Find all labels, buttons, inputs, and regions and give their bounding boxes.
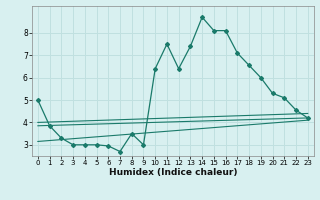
X-axis label: Humidex (Indice chaleur): Humidex (Indice chaleur) — [108, 168, 237, 177]
